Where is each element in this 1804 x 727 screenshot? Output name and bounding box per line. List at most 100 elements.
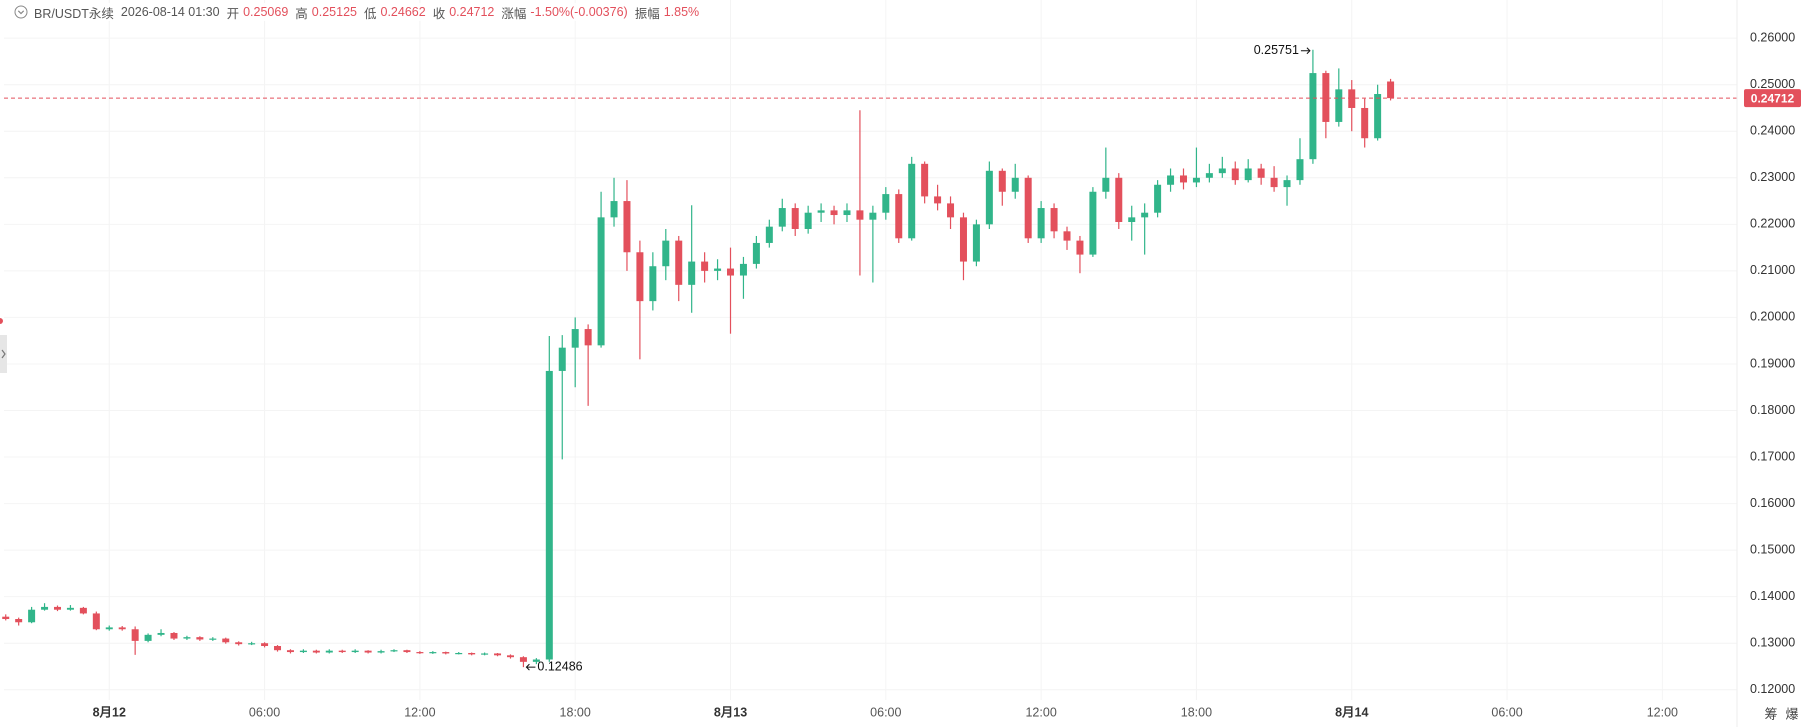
y-tick-label: 0.19000 — [1750, 356, 1795, 370]
candle — [701, 252, 709, 283]
candle — [545, 336, 553, 662]
ohlc-label: 开 — [226, 6, 240, 21]
candle-body — [351, 650, 359, 653]
collapse-icon[interactable] — [14, 5, 28, 19]
candle — [325, 649, 333, 654]
candle — [41, 603, 49, 611]
candle-body — [15, 619, 23, 623]
candle-body — [235, 642, 243, 645]
candle-body — [545, 370, 553, 660]
ohlc-label: 低 — [363, 6, 377, 21]
candle — [416, 651, 424, 654]
candle — [196, 636, 204, 641]
candle — [1335, 68, 1343, 127]
candle — [843, 203, 851, 223]
candle-body — [934, 196, 942, 204]
x-tick-label: 12:00 — [1025, 705, 1056, 719]
price-tag — [1744, 89, 1801, 108]
candle — [1076, 235, 1084, 274]
side-tab-arrow — [1, 349, 6, 359]
y-tick-label: 0.17000 — [1750, 449, 1795, 463]
candle-body — [636, 252, 644, 302]
x-tick-label: 18:00 — [560, 705, 591, 719]
candle-body — [959, 217, 967, 262]
candle-body — [830, 210, 838, 216]
candle-body — [1024, 177, 1032, 239]
candle-body — [791, 208, 799, 229]
candle-body — [338, 650, 346, 653]
candle — [351, 649, 359, 653]
candle-body — [209, 638, 217, 640]
y-tick-label: 0.16000 — [1750, 496, 1795, 510]
candle — [494, 652, 502, 657]
candle-body — [1374, 94, 1382, 139]
candle-body — [1257, 168, 1265, 178]
candle-body — [403, 650, 411, 653]
candle — [739, 256, 747, 299]
candle-body — [1309, 73, 1317, 160]
candle-body — [778, 208, 786, 227]
candle — [1205, 163, 1213, 183]
candle — [118, 625, 126, 631]
candle-body — [390, 650, 398, 652]
candle-body — [377, 651, 385, 653]
candle — [895, 189, 903, 243]
candle-body — [1063, 231, 1071, 241]
candle — [1231, 161, 1239, 185]
y-tick-label: 0.15000 — [1750, 542, 1795, 556]
candle-body — [558, 347, 566, 371]
candle-body — [481, 653, 489, 655]
candle-body — [1102, 177, 1110, 192]
candle-body — [1296, 159, 1304, 181]
candle-body — [701, 261, 709, 271]
side-dot — [0, 318, 3, 324]
candle-body — [364, 650, 372, 653]
candle — [1167, 168, 1175, 192]
y-tick-label: 0.18000 — [1750, 403, 1795, 417]
side-tab[interactable] — [0, 335, 7, 373]
candle-body — [1141, 212, 1149, 218]
candle — [468, 652, 476, 656]
candle — [338, 649, 346, 653]
candle-body — [261, 643, 269, 647]
candle — [429, 651, 437, 654]
candle — [274, 645, 282, 652]
candle-body — [1322, 73, 1330, 122]
ohlc-label: 涨幅 — [501, 6, 527, 21]
candle — [157, 629, 165, 637]
candle — [1387, 78, 1395, 101]
candle — [623, 180, 631, 271]
ohlc-value: 0.25069 — [243, 5, 289, 19]
candle — [235, 641, 243, 646]
candle — [403, 649, 411, 653]
candle-body — [727, 268, 735, 276]
candle-body — [856, 210, 864, 220]
candle — [1024, 175, 1032, 243]
candle — [15, 617, 23, 626]
candles — [2, 49, 1395, 668]
candle — [882, 187, 890, 220]
candle — [1322, 70, 1330, 139]
candle — [714, 259, 722, 281]
candle — [1011, 163, 1019, 199]
candle-body — [170, 632, 178, 639]
candle-body — [688, 261, 696, 285]
toolbar-button[interactable]: 筹 — [1764, 706, 1777, 721]
candle — [1309, 49, 1317, 164]
candle-body — [804, 212, 812, 229]
candle-body — [1218, 168, 1226, 174]
candle — [675, 235, 683, 302]
toolbar-button[interactable]: 爆 — [1785, 706, 1798, 721]
y-tick-label: 0.23000 — [1750, 170, 1795, 184]
candle — [1050, 203, 1058, 239]
ohlc-value: 0.24712 — [449, 5, 495, 19]
candle — [2, 614, 10, 621]
candle — [584, 324, 592, 406]
candle — [610, 177, 618, 227]
candle — [804, 205, 812, 234]
candle-body — [1154, 184, 1162, 213]
candle — [209, 637, 217, 641]
candle — [1244, 159, 1252, 183]
y-tick-label: 0.26000 — [1750, 30, 1795, 44]
